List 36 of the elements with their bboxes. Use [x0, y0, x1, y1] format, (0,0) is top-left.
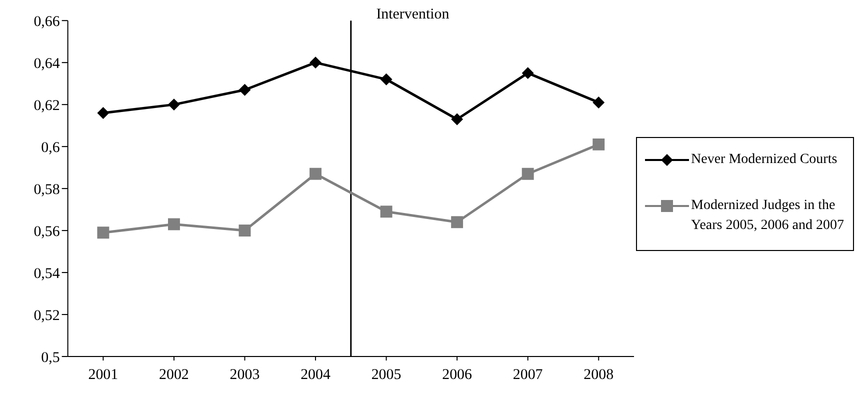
point	[168, 218, 180, 230]
point	[522, 67, 534, 80]
y-tick-label: 0,66	[34, 14, 60, 30]
legend-label: Modernized Judges in the Years 2005, 2006 and 2007	[691, 196, 845, 234]
x-tick-label: 2003	[230, 367, 260, 384]
x-tick-label: 2002	[159, 367, 189, 384]
y-tick-label: 0,54	[34, 266, 60, 282]
point	[592, 138, 605, 150]
point	[380, 73, 392, 86]
legend-label: Never Modernized Courts	[691, 150, 838, 168]
x-tick-label: 2001	[88, 367, 118, 384]
x-tick-label: 2008	[584, 367, 614, 384]
point	[380, 206, 392, 218]
y-tick-label: 0,56	[34, 224, 60, 240]
point	[97, 106, 110, 119]
point	[310, 56, 322, 69]
y-tick-label: 0,58	[34, 182, 60, 198]
ref-line-label: Intervention	[376, 6, 450, 23]
x-tick-label: 2005	[371, 367, 402, 384]
x-tick-label: 2006	[442, 367, 473, 384]
point	[592, 96, 605, 108]
y-tick-label: 0,5	[41, 350, 60, 366]
point	[168, 98, 180, 111]
point	[97, 226, 110, 239]
x-tick-label: 2004	[300, 367, 331, 384]
point	[310, 168, 322, 180]
x-tick-label: 2007	[512, 367, 544, 384]
point	[238, 84, 251, 96]
y-tick-label: 0,64	[34, 56, 60, 72]
point	[451, 216, 464, 228]
y-tick-label: 0,52	[34, 308, 60, 324]
point	[451, 113, 464, 126]
point	[522, 168, 534, 180]
point	[238, 224, 251, 237]
y-tick-label: 0,6	[41, 140, 60, 156]
y-tick-label: 0,62	[34, 98, 60, 114]
